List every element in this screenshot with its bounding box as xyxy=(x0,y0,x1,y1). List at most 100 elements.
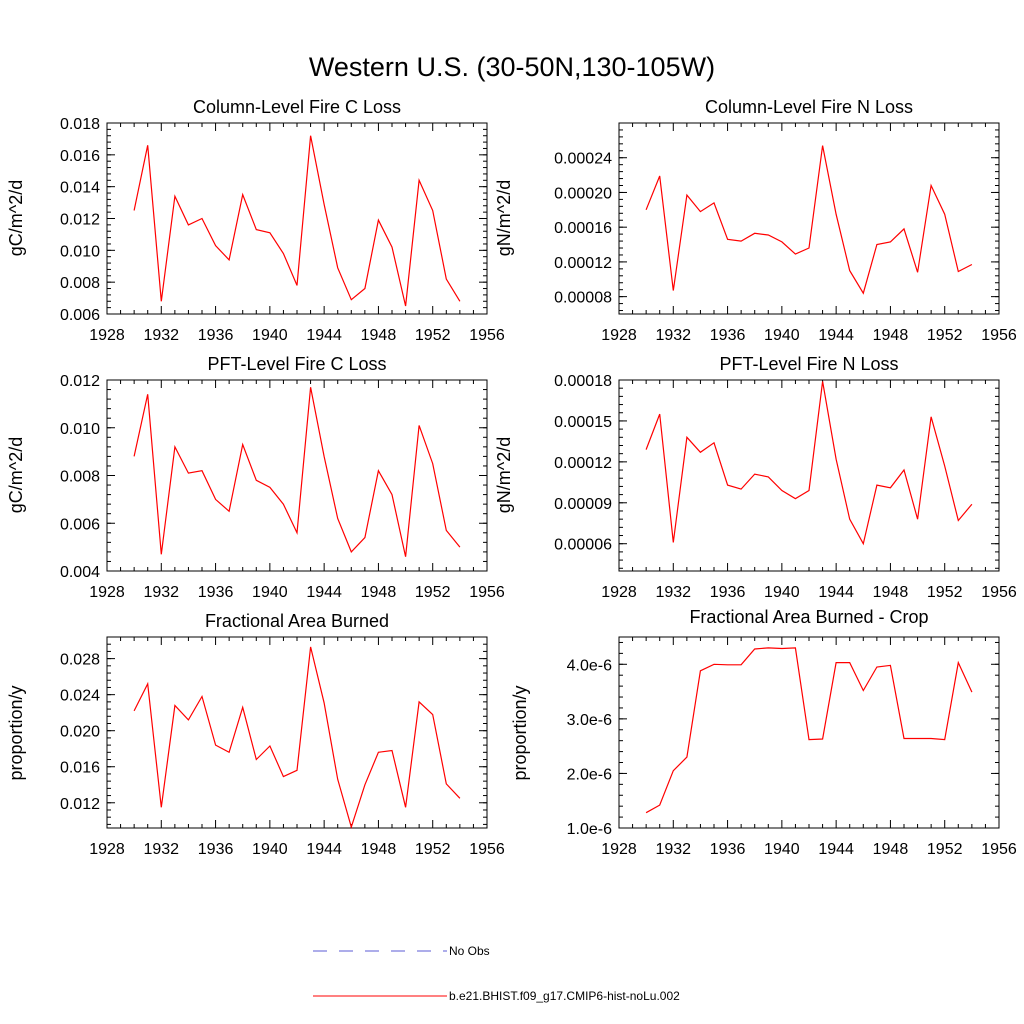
x-tick-label: 1936 xyxy=(198,584,234,601)
panel-column-c-loss: Column-Level Fire C Loss gC/m^2/d 1928 19… xyxy=(6,97,505,344)
y-tick-label: 1.0e-6 xyxy=(567,821,612,838)
series-line xyxy=(133,135,461,307)
series-line xyxy=(133,646,461,830)
x-tick-label: 1940 xyxy=(764,584,800,601)
x-tick-label: 1928 xyxy=(89,584,125,601)
panel-title: Column-Level Fire N Loss xyxy=(705,97,913,117)
y-axis-label: gC/m^2/d xyxy=(6,437,26,513)
x-tick-label: 1952 xyxy=(927,584,963,601)
x-tick-label: 1952 xyxy=(415,327,451,344)
x-tick-label: 1952 xyxy=(415,841,451,858)
x-tick-label: 1944 xyxy=(818,327,854,344)
y-tick-label: 0.020 xyxy=(60,724,100,741)
x-tick-label: 1936 xyxy=(710,584,746,601)
y-tick-label: 0.008 xyxy=(60,469,100,486)
panel-title: Fractional Area Burned xyxy=(205,611,389,631)
x-tick-label: 1944 xyxy=(818,841,854,858)
x-tick-label: 1936 xyxy=(710,841,746,858)
y-tick-label: 0.00012 xyxy=(554,255,612,272)
x-tick-label: 1956 xyxy=(981,327,1017,344)
y-tick-label: 0.00015 xyxy=(554,414,612,431)
x-tick-label: 1944 xyxy=(306,584,342,601)
x-tick-label: 1944 xyxy=(818,584,854,601)
panel-fractional-area-burned: Fractional Area Burned proportion/y 1928… xyxy=(6,611,505,858)
y-tick-label: 0.00018 xyxy=(554,373,612,390)
x-tick-label: 1932 xyxy=(655,327,691,344)
y-tick-label: 0.00020 xyxy=(554,185,612,202)
plot-frame xyxy=(618,636,1000,829)
y-tick-label: 0.00012 xyxy=(554,455,612,472)
series-line xyxy=(645,145,973,295)
y-tick-label: 0.014 xyxy=(60,180,100,197)
plot-frame xyxy=(618,379,1000,572)
x-tick-label: 1940 xyxy=(764,327,800,344)
x-tick-label: 1956 xyxy=(469,841,505,858)
x-tick-label: 1940 xyxy=(252,327,288,344)
x-tick-label: 1932 xyxy=(143,584,179,601)
x-tick-label: 1940 xyxy=(764,841,800,858)
x-tick-label: 1932 xyxy=(143,841,179,858)
x-tick-label: 1948 xyxy=(361,841,397,858)
x-tick-label: 1952 xyxy=(927,841,963,858)
legend: No Obs b.e21.BHIST.f09_g17.CMIP6-hist-no… xyxy=(313,944,680,1003)
x-tick-label: 1936 xyxy=(710,327,746,344)
y-tick-label: 0.006 xyxy=(60,307,100,324)
x-tick-label: 1932 xyxy=(655,584,691,601)
panel-title: PFT-Level Fire N Loss xyxy=(719,354,898,374)
page-title: Western U.S. (30-50N,130-105W) xyxy=(309,52,715,82)
x-tick-label: 1948 xyxy=(873,327,909,344)
y-tick-label: 0.008 xyxy=(60,275,100,292)
x-tick-label: 1944 xyxy=(306,841,342,858)
y-tick-label: 0.004 xyxy=(60,564,100,581)
x-tick-label: 1928 xyxy=(89,327,125,344)
x-tick-label: 1956 xyxy=(469,327,505,344)
series-line xyxy=(645,381,973,546)
x-tick-label: 1936 xyxy=(198,841,234,858)
y-axis-label: proportion/y xyxy=(6,685,26,780)
y-tick-label: 0.018 xyxy=(60,116,100,133)
y-tick-label: 0.028 xyxy=(60,652,100,669)
panel-title: Column-Level Fire C Loss xyxy=(193,97,401,117)
x-tick-label: 1940 xyxy=(252,841,288,858)
panel-title: Fractional Area Burned - Crop xyxy=(689,607,928,627)
y-tick-label: 0.012 xyxy=(60,796,100,813)
plot-frame xyxy=(618,122,1000,315)
panel-pft-c-loss: PFT-Level Fire C Loss gC/m^2/d 1928 1932 1… xyxy=(6,354,505,601)
x-tick-label: 1932 xyxy=(143,327,179,344)
plot-frame xyxy=(106,636,488,829)
y-tick-label: 0.012 xyxy=(60,212,100,229)
panel-fractional-area-burned-crop: Fractional Area Burned - Crop proportion… xyxy=(510,607,1017,858)
y-tick-label: 0.00009 xyxy=(554,496,612,513)
x-tick-label: 1940 xyxy=(252,584,288,601)
y-tick-label: 0.016 xyxy=(60,760,100,777)
y-tick-label: 0.024 xyxy=(60,688,100,705)
x-tick-label: 1944 xyxy=(306,327,342,344)
legend-label-model: b.e21.BHIST.f09_g17.CMIP6-hist-noLu.002 xyxy=(449,989,680,1003)
x-tick-label: 1956 xyxy=(981,584,1017,601)
x-tick-label: 1948 xyxy=(361,327,397,344)
y-tick-label: 0.016 xyxy=(60,148,100,165)
x-tick-label: 1928 xyxy=(601,841,637,858)
x-tick-label: 1948 xyxy=(873,584,909,601)
y-axis-label: gC/m^2/d xyxy=(6,180,26,256)
y-tick-label: 0.00006 xyxy=(554,537,612,554)
y-tick-label: 0.010 xyxy=(60,421,100,438)
y-tick-label: 0.012 xyxy=(60,373,100,390)
x-tick-label: 1932 xyxy=(655,841,691,858)
y-axis-label: gN/m^2/d xyxy=(494,180,514,256)
plot-frame xyxy=(106,379,488,572)
x-tick-label: 1952 xyxy=(927,327,963,344)
x-tick-label: 1928 xyxy=(89,841,125,858)
legend-label-no-obs: No Obs xyxy=(449,944,490,958)
x-tick-label: 1948 xyxy=(873,841,909,858)
y-tick-label: 2.0e-6 xyxy=(567,766,612,783)
x-tick-label: 1952 xyxy=(415,584,451,601)
series-line xyxy=(133,387,461,557)
x-tick-label: 1956 xyxy=(981,841,1017,858)
y-axis-label: proportion/y xyxy=(510,685,530,780)
x-tick-label: 1948 xyxy=(361,584,397,601)
x-tick-label: 1928 xyxy=(601,584,637,601)
y-tick-label: 0.00008 xyxy=(554,290,612,307)
y-tick-label: 0.006 xyxy=(60,516,100,533)
y-tick-label: 4.0e-6 xyxy=(567,657,612,674)
